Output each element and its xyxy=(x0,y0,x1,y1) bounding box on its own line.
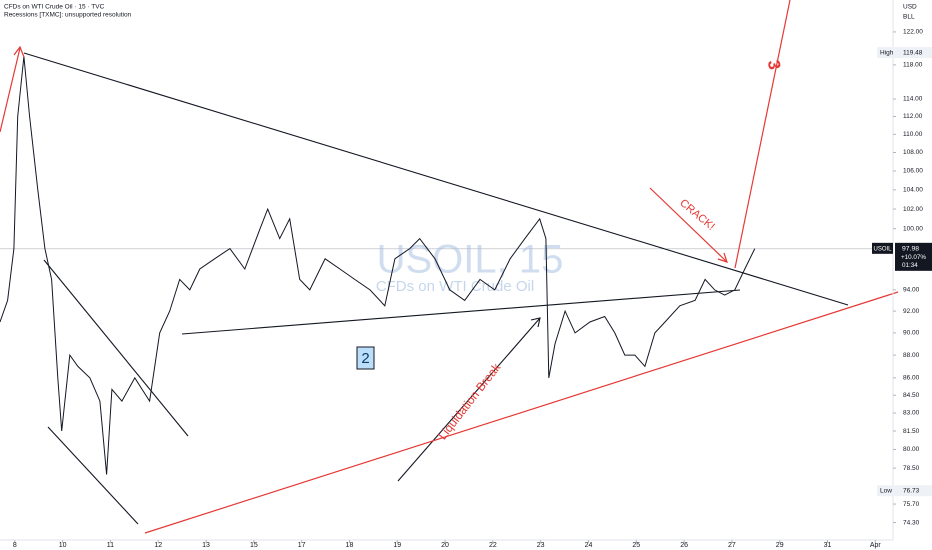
change: +10.07% xyxy=(901,254,926,261)
y-tick-label: 90.00 xyxy=(903,330,920,337)
y-tick-label: 122.00 xyxy=(903,29,923,36)
x-tick-label: 29 xyxy=(776,542,784,549)
wave3-line xyxy=(734,0,791,269)
y-tick-label: 78.50 xyxy=(903,465,920,472)
trend-lines xyxy=(23,52,849,525)
series-tag xyxy=(872,242,893,254)
y-tick-label: 74.30 xyxy=(903,519,920,526)
wave1-arrow-head xyxy=(13,45,25,58)
y-tick-label: 75.70 xyxy=(903,501,920,508)
crack-arrow xyxy=(649,187,728,263)
support-line xyxy=(144,291,899,534)
chart-subtitle: Recessions [TXMC]: unsupported resolutio… xyxy=(4,12,132,19)
wave2-label: 2 xyxy=(361,350,369,367)
y-tick-label: 86.00 xyxy=(903,375,920,382)
y-tick-label: 118.00 xyxy=(903,62,923,69)
price-line xyxy=(0,56,756,475)
countdown: 01:34 xyxy=(902,262,918,269)
x-tick-label: 26 xyxy=(680,542,688,549)
plot-area xyxy=(0,56,756,475)
upper-trend-line xyxy=(23,52,849,306)
x-tick-label: 12 xyxy=(154,542,162,549)
wedge-upper xyxy=(43,259,189,437)
x-tick-label: 8 xyxy=(13,542,17,549)
x-tick-label: 17 xyxy=(298,542,306,549)
y-tick-label: 92.00 xyxy=(903,308,920,315)
y-tick-label: 114.00 xyxy=(903,96,923,103)
break-arrow-head xyxy=(530,317,541,328)
y-tick-label: 83.00 xyxy=(903,410,920,417)
x-tick-label: 27 xyxy=(728,542,736,549)
wedge-lower xyxy=(47,426,139,525)
low-value: 76.73 xyxy=(903,487,920,494)
y-tick-label: 84.50 xyxy=(903,392,920,399)
wave2-box xyxy=(356,346,375,370)
y-tick-label: 102.00 xyxy=(903,206,923,213)
wave1-arrow xyxy=(0,47,21,133)
price-tag xyxy=(895,242,932,271)
y-tick-label: 110.00 xyxy=(903,131,923,138)
x-tick-label: 23 xyxy=(537,542,545,549)
x-tick-label: 11 xyxy=(107,542,114,549)
y-tick-label: 106.00 xyxy=(903,168,923,175)
high-label: High xyxy=(880,49,894,56)
last-price: 97.98 xyxy=(902,246,919,253)
y-tick-label: 112.00 xyxy=(903,113,923,120)
low-tag xyxy=(877,485,932,497)
y-tick-label: 104.00 xyxy=(903,187,923,194)
y-tick-label: 100.00 xyxy=(903,225,923,232)
series-name: USOIL xyxy=(873,246,892,252)
axes: 122.00 118.00 114.00 112.00 110.00 108.00 106.… xyxy=(13,29,932,549)
y-tick-label: 81.50 xyxy=(903,428,920,435)
wave3-label: 3 xyxy=(764,59,784,72)
x-tick-label: 22 xyxy=(489,542,497,549)
x-tick-label: 20 xyxy=(441,542,449,549)
lower-trend-line xyxy=(181,289,741,335)
x-tick-label: 25 xyxy=(632,542,640,549)
y-tick-label: 94.00 xyxy=(903,287,920,294)
x-tick-label: 15 xyxy=(250,542,258,549)
x-tick-label: 10 xyxy=(59,542,67,549)
unit-label: BLL xyxy=(903,14,915,21)
watermark: USOIL, 15 xyxy=(377,238,564,282)
currency-label: USD xyxy=(903,4,917,11)
y-tick-label: 80.00 xyxy=(903,446,920,453)
x-tick-label: Apr xyxy=(870,542,882,549)
break-arrow xyxy=(397,317,541,482)
high-value: 119.48 xyxy=(903,49,923,56)
y-tick-label: 88.00 xyxy=(903,352,920,359)
high-tag xyxy=(877,47,932,59)
red-lines xyxy=(0,0,899,534)
watermark-sub: CFDs on WTI Crude Oil xyxy=(376,278,534,295)
chart-title: CFDs on WTI Crude Oil · 15 · TVC xyxy=(4,4,105,11)
low-label: Low xyxy=(880,487,892,494)
x-tick-label: 24 xyxy=(585,542,593,549)
crack-arrow-head xyxy=(717,252,728,263)
x-tick-label: 31 xyxy=(824,542,832,549)
y-tick-label: 108.00 xyxy=(903,149,923,156)
x-tick-label: 19 xyxy=(393,542,401,549)
x-tick-label: 18 xyxy=(346,542,354,549)
x-tick-label: 13 xyxy=(202,542,210,549)
